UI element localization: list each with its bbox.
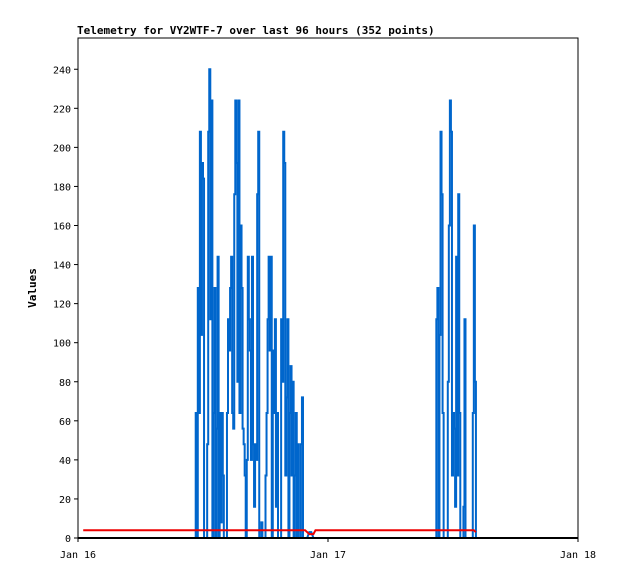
y-tick-label: 220: [53, 104, 71, 115]
series-line-1: [83, 529, 477, 536]
x-tick-label: Jan 17: [310, 550, 346, 561]
series-line-0: [78, 68, 578, 539]
y-axis-label: Values: [26, 268, 39, 308]
y-tick-label: 60: [59, 417, 71, 428]
x-axis: Jan 16 Jan 17 Jan 18: [60, 538, 596, 561]
y-tick-label: 0: [65, 534, 71, 545]
x-tick-label: Jan 16: [60, 550, 96, 561]
y-tick-label: 100: [53, 339, 71, 350]
y-axis: 0 20 40 60 80 100 120 140 160 180 200 220 240: [53, 65, 78, 545]
y-tick-label: 240: [53, 65, 71, 76]
y-tick-label: 160: [53, 222, 71, 233]
y-tick-label: 120: [53, 300, 71, 311]
y-tick-label: 20: [59, 495, 71, 506]
y-tick-label: 200: [53, 143, 71, 154]
x-tick-label: Jan 18: [560, 550, 596, 561]
y-tick-label: 40: [59, 456, 71, 467]
y-tick-label: 80: [59, 378, 71, 389]
y-tick-label: 140: [53, 261, 71, 272]
y-tick-label: 180: [53, 182, 71, 193]
chart-title: Telemetry for VY2WTF-7 over last 96 hour…: [77, 24, 435, 37]
plot-frame: [77, 37, 579, 539]
series-layer: [78, 68, 578, 539]
